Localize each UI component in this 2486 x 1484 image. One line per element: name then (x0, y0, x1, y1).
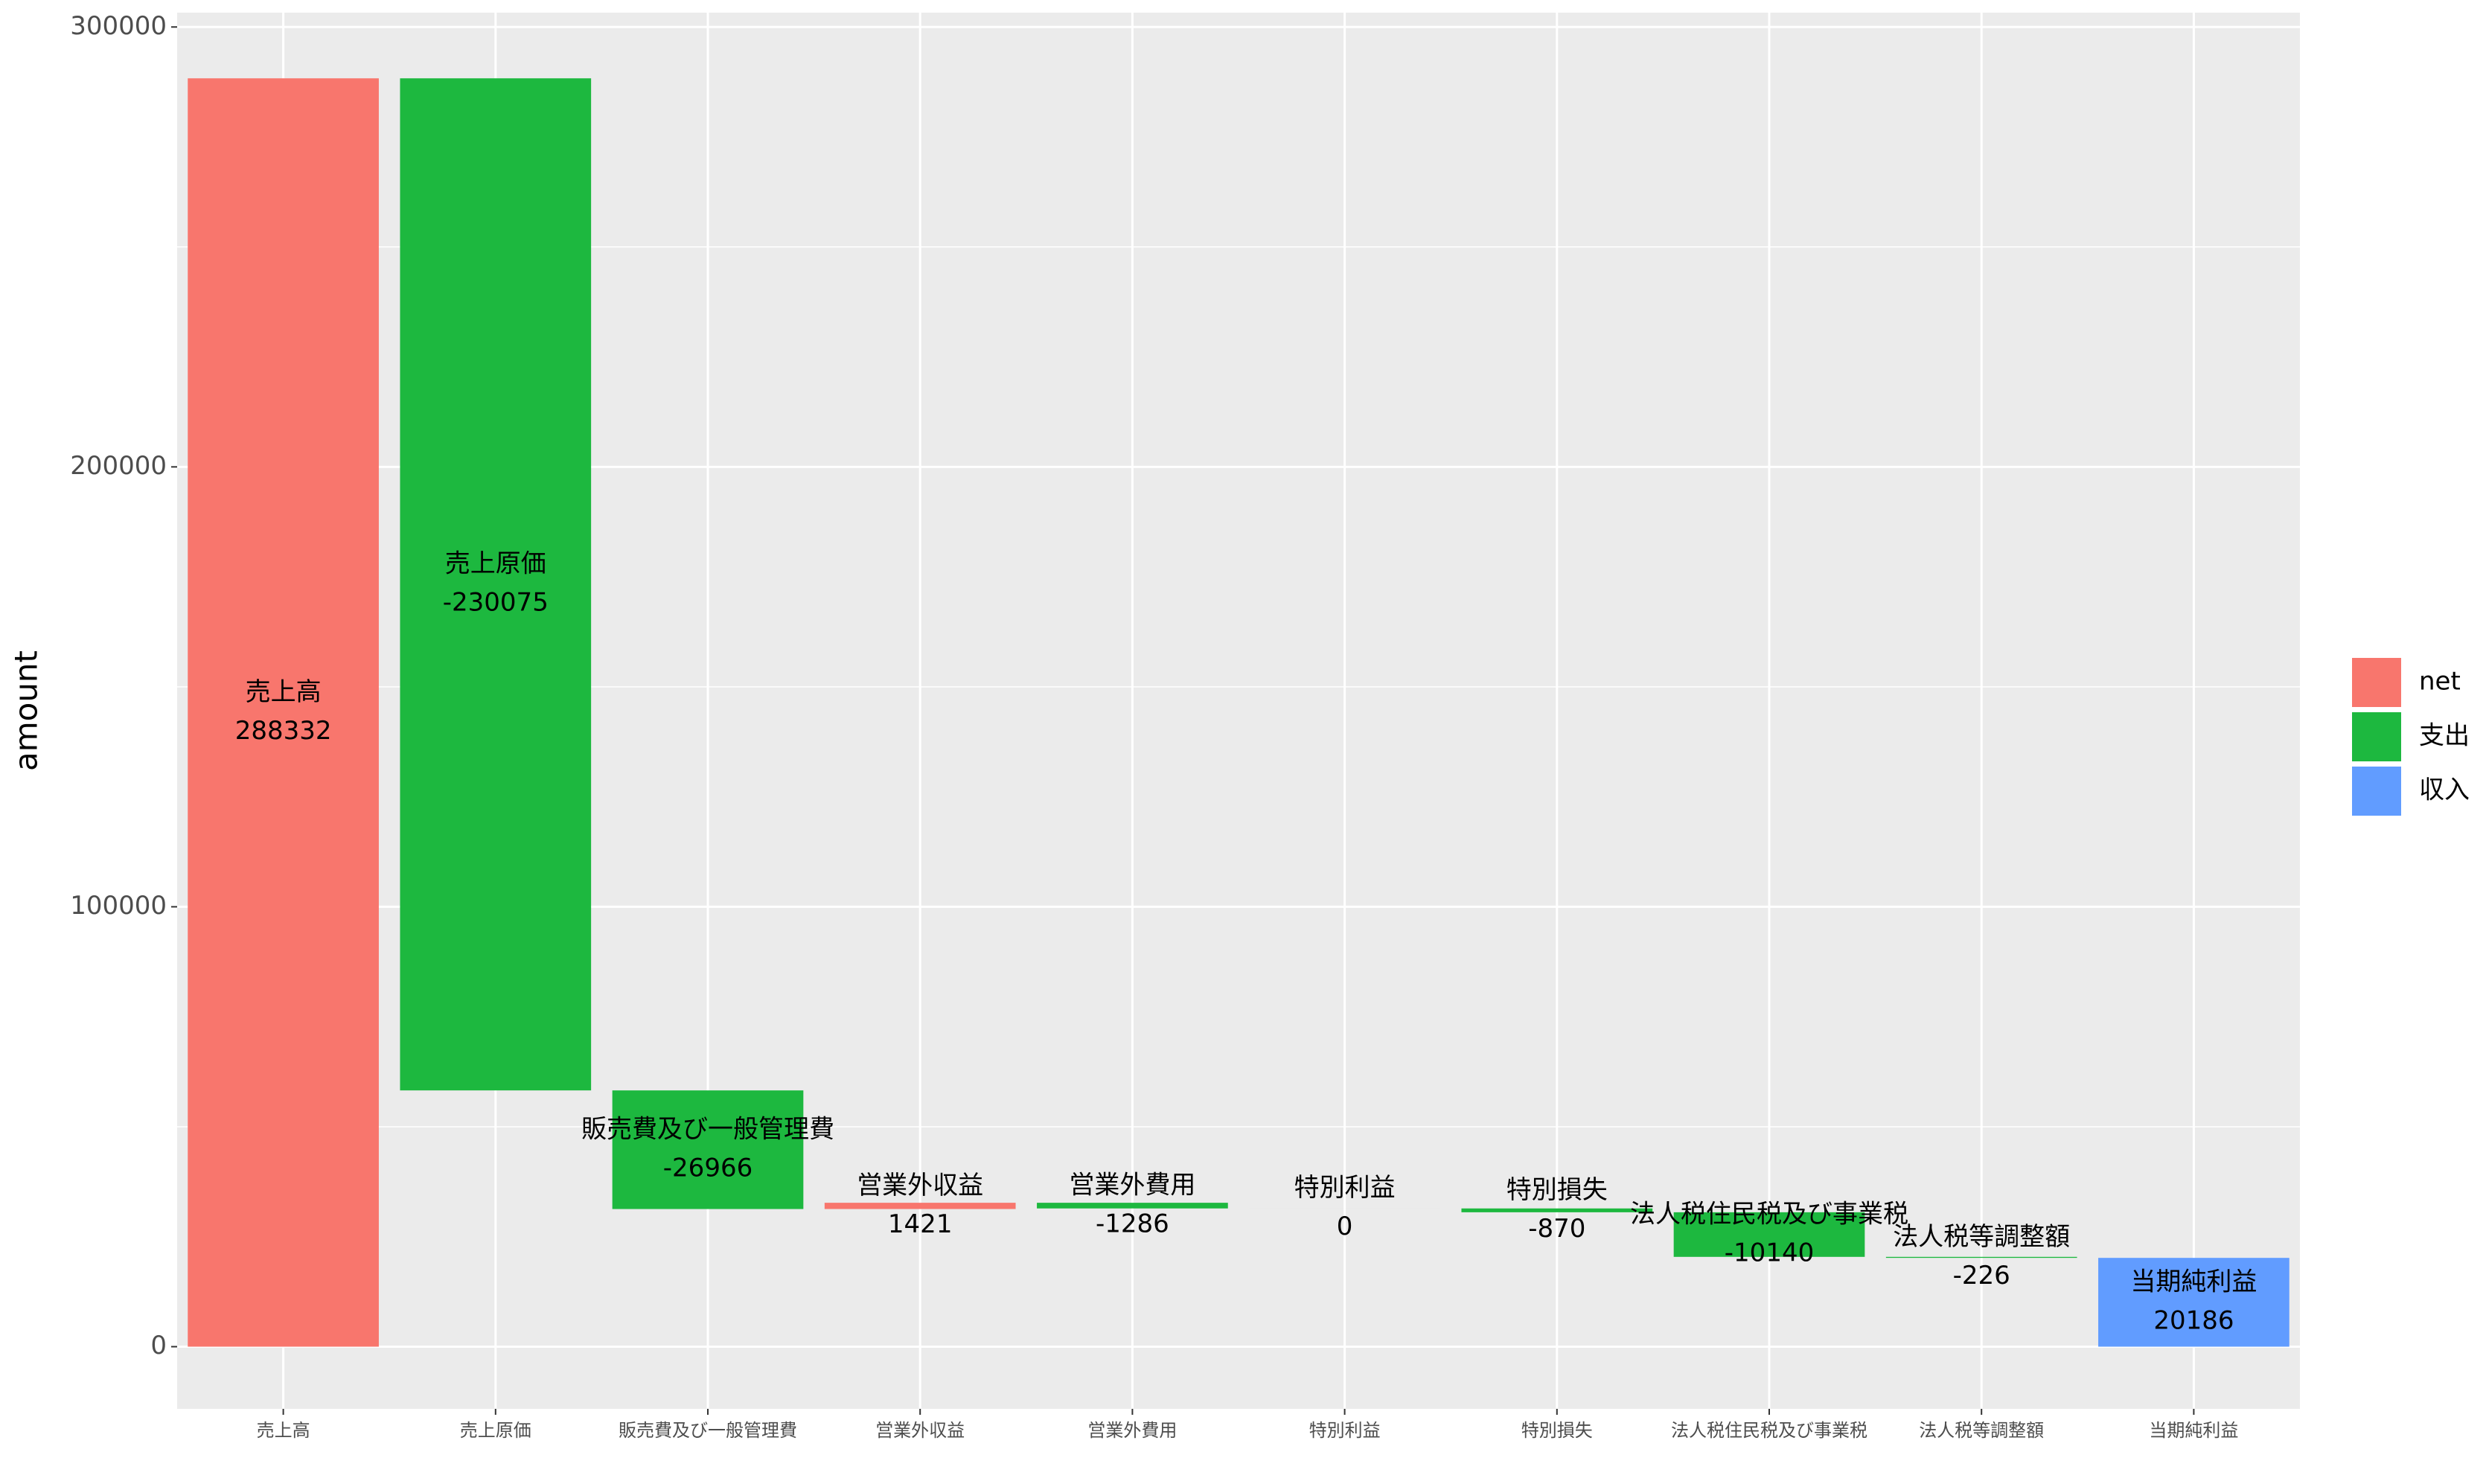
x-tick-label: 特別利益 (1309, 1420, 1381, 1441)
data-label: -870 (1528, 1214, 1585, 1244)
bar-category-label: 法人税住民税及び事業税 (1630, 1199, 1908, 1229)
bar (1673, 1212, 1865, 1257)
x-tick-label: 営業外費用 (1087, 1420, 1177, 1441)
bar (188, 78, 379, 1347)
legend-key (2352, 658, 2401, 707)
data-label: -1286 (1096, 1209, 1169, 1238)
data-label: -10140 (1725, 1238, 1814, 1267)
x-tick-label: 法人税住民税及び事業税 (1671, 1420, 1867, 1441)
x-tick-label: 営業外収益 (875, 1420, 965, 1441)
bar-category-label: 売上高 (246, 677, 322, 707)
x-tick-label: 特別損失 (1521, 1420, 1593, 1441)
legend-key (2352, 712, 2401, 761)
bar-category-label: 営業外収益 (857, 1171, 983, 1200)
data-label: 288332 (235, 716, 332, 746)
bar-category-label: 売上原価 (445, 549, 546, 579)
bar-category-label: 当期純利益 (2130, 1267, 2257, 1296)
bar (1037, 1203, 1228, 1209)
data-label: 20186 (2153, 1305, 2234, 1335)
legend-label: 支出 (2419, 721, 2470, 751)
bar-category-label: 特別損失 (1506, 1175, 1608, 1205)
bar (1461, 1208, 1653, 1212)
bar (1885, 1256, 2077, 1258)
y-tick-label: 100000 (70, 891, 167, 921)
y-tick-label: 200000 (70, 451, 167, 481)
bar (612, 1090, 804, 1209)
bar (824, 1203, 1016, 1209)
bar-category-label: 特別利益 (1294, 1173, 1396, 1203)
data-label: 1421 (888, 1209, 953, 1239)
x-tick-label: 法人税等調整額 (1919, 1420, 2044, 1441)
data-label: -226 (1953, 1261, 2010, 1290)
legend-label: 収入 (2419, 775, 2470, 805)
x-tick-label: 売上原価 (460, 1420, 531, 1441)
bar (400, 78, 592, 1091)
legend-key (2352, 767, 2401, 816)
bar-category-label: 販売費及び一般管理費 (581, 1114, 834, 1144)
bar-category-label: 法人税等調整額 (1893, 1222, 2070, 1252)
x-tick-label: 販売費及び一般管理費 (619, 1420, 797, 1441)
y-axis-title: amount (8, 650, 45, 771)
bar (2098, 1258, 2290, 1347)
y-tick-label: 0 (150, 1331, 167, 1360)
y-tick-label: 300000 (70, 11, 167, 41)
legend-label: net (2419, 667, 2461, 697)
x-tick-label: 当期純利益 (2149, 1420, 2238, 1441)
data-label: 0 (1337, 1212, 1353, 1241)
data-label: -26966 (663, 1153, 752, 1183)
bar-category-label: 営業外費用 (1069, 1170, 1195, 1200)
x-tick-label: 売上高 (257, 1420, 310, 1441)
data-label: -230075 (443, 588, 549, 618)
